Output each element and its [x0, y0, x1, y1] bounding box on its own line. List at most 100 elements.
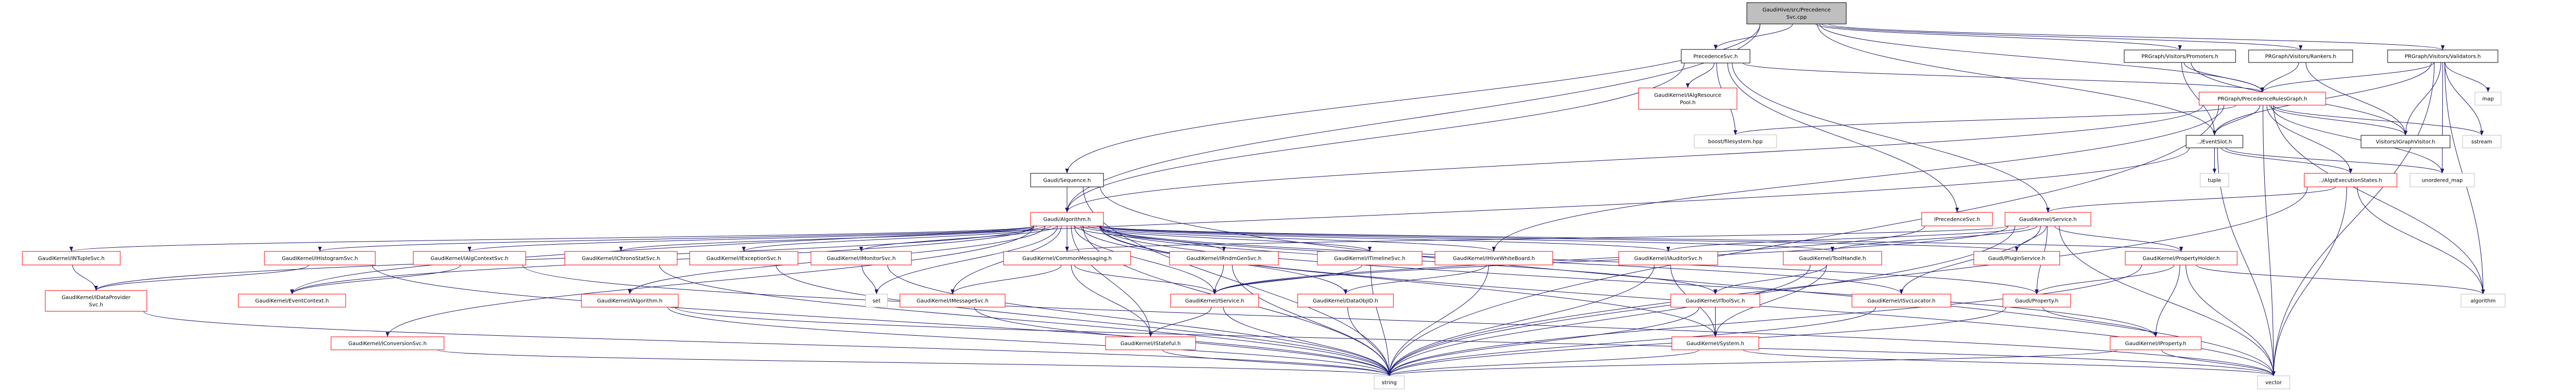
- node-intuplesvc[interactable]: GaudiKernel/INTupleSvc.h: [22, 251, 121, 265]
- node-iproperty[interactable]: GaudiKernel/IProperty.h: [2110, 336, 2202, 350]
- node-itimeline[interactable]: GaudiKernel/ITimelineSvc.h: [1317, 251, 1423, 265]
- node-label: GaudiKernel/IAuditorSvc.h: [1634, 256, 1703, 262]
- node-iprecsvc[interactable]: IPrecedenceSvc.h: [1921, 212, 1993, 226]
- node-box: [1003, 251, 1131, 265]
- node-label: Gaudi/Property.h: [2015, 298, 2058, 304]
- node-property[interactable]: Gaudi/Property.h: [2002, 294, 2071, 308]
- node-irndm[interactable]: GaudiKernel/IRndmGenSvc.h: [1169, 251, 1279, 265]
- edge-itimeline-to-iservice: [1213, 264, 1363, 295]
- node-system[interactable]: GaudiKernel/System.h: [1671, 336, 1759, 350]
- node-itoolsvc[interactable]: GaudiKernel/IToolSvc.h: [1670, 294, 1760, 308]
- node-box: [1671, 336, 1759, 350]
- node-label: sstream: [2471, 140, 2492, 145]
- node-toolhandle[interactable]: GaudiKernel/ToolHandle.h: [1783, 251, 1882, 265]
- edge-imonitor-to-set: [861, 264, 879, 295]
- node-label: GaudiKernel/CommonMessaging.h: [1022, 256, 1112, 262]
- node-dataobjid[interactable]: GaudiKernel/DataObjID.h: [1297, 294, 1394, 308]
- node-eventslot[interactable]: ../EventSlot.h: [2186, 135, 2243, 148]
- node-iauditor[interactable]: GaudiKernel/IAuditorSvc.h: [1618, 251, 1718, 265]
- edge-algorithm-h-to-istateful: [1071, 225, 1153, 337]
- node-box: [1783, 251, 1882, 265]
- node-box: [1317, 251, 1423, 265]
- node-label: PRGraph/Visitors/Promoters.h: [2141, 54, 2218, 60]
- edge-prgraph-to-sstream: [2273, 105, 2484, 136]
- node-ialgctx[interactable]: GaudiKernel/IAlgContextSvc.h: [413, 251, 526, 265]
- node-ialgorithm[interactable]: GaudiKernel/IAlgorithm.h: [581, 294, 679, 308]
- node-label: GaudiKernel/System.h: [1686, 341, 1744, 347]
- node-iconversion[interactable]: GaudiKernel/IConversionSvc.h: [331, 336, 445, 350]
- node-algpool[interactable]: GaudiKernel/IAlgResource Pool.h: [1638, 87, 1737, 110]
- edge-iexception-to-string: [776, 264, 1391, 376]
- node-validators[interactable]: PRGraph/Visitors/Validators.h: [2387, 49, 2498, 63]
- edge-ihivewb-to-dataobjid: [1343, 264, 1487, 295]
- node-label: GaudiKernel/IAlgorithm.h: [597, 298, 663, 304]
- node-ihivewb[interactable]: GaudiKernel/IHiveWhiteBoard.h: [1435, 251, 1553, 265]
- node-label: string: [1382, 380, 1397, 386]
- node-root[interactable]: GaudiHive/src/Precedence Svc.cpp: [1746, 2, 1847, 24]
- node-algsexec[interactable]: ../AlgsExecutionStates.h: [2304, 173, 2397, 187]
- node-ichrono[interactable]: GaudiKernel/IChronoStatSvc.h: [564, 251, 678, 265]
- node-label: PRGraph/Visitors/Validators.h: [2405, 54, 2481, 60]
- node-commonmsg[interactable]: GaudiKernel/CommonMessaging.h: [1003, 251, 1131, 265]
- node-box: [2257, 375, 2290, 389]
- node-box: [1169, 251, 1279, 265]
- node-imonitor[interactable]: GaudiKernel/IMonitorSvc.h: [810, 251, 912, 265]
- edge-idataprov-to-string: [143, 311, 1391, 376]
- edge-prgraph-to-unordered-map: [2271, 105, 2444, 174]
- node-label: GaudiKernel/IExceptionSvc.h: [706, 256, 781, 262]
- node-label: GaudiKernel/IHiveWhiteBoard.h: [1453, 256, 1534, 262]
- edge-algorithm-h-to-intuplesvc: [70, 225, 1034, 252]
- node-promoters[interactable]: PRGraph/Visitors/Promoters.h: [2124, 49, 2236, 63]
- node-imessage[interactable]: GaudiKernel/IMessageSvc.h: [899, 294, 1006, 308]
- node-box: [1694, 134, 1777, 148]
- edge-root-to-eventslot: [1817, 23, 2217, 136]
- edge-ialgorithm-to-string: [667, 307, 1391, 376]
- edge-iproperty-to-vector: [2161, 349, 2276, 376]
- node-iexception[interactable]: GaudiKernel/IExceptionSvc.h: [689, 251, 798, 265]
- edge-istateful-to-string: [1162, 349, 1391, 376]
- edge-service-to-propholder: [2054, 225, 2184, 252]
- node-label: GaudiKernel/IConversionSvc.h: [348, 341, 426, 347]
- edge-algsexec-to-service: [2046, 186, 2336, 213]
- node-istateful[interactable]: GaudiKernel/IStateful.h: [1105, 336, 1196, 350]
- edge-system-to-string: [1387, 349, 1699, 376]
- node-sequence[interactable]: Gaudi/Sequence.h: [1030, 173, 1104, 187]
- node-iservice[interactable]: GaudiKernel/IService.h: [1170, 294, 1259, 308]
- node-precsvc[interactable]: PrecedenceSvc.h: [1681, 49, 1750, 64]
- node-rankers[interactable]: PRGraph/Visitors/Rankers.h: [2248, 49, 2353, 63]
- edge-toolhandle-to-string: [1387, 264, 1811, 376]
- node-ihistosvc[interactable]: GaudiKernel/IHistogramSvc.h: [264, 251, 376, 265]
- node-pluginservice[interactable]: Gaudi/PluginService.h: [1973, 251, 2060, 265]
- node-label: PRGraph/PrecedenceRulesGraph.h: [2217, 96, 2307, 102]
- node-label: set: [872, 298, 880, 304]
- node-label: IPrecedenceSvc.h: [1934, 217, 1980, 223]
- node-label: GaudiHive/src/Precedence: [1762, 7, 1831, 13]
- edge-precsvc-to-service: [1732, 62, 2050, 213]
- node-label: Gaudi/PluginService.h: [1988, 256, 2046, 262]
- edge-prgraph-to-algorithm-h: [1065, 105, 2203, 213]
- node-igraphvisitor[interactable]: Visitors/IGraphVisitor.h: [2361, 135, 2451, 148]
- edge-service-to-vector: [2059, 225, 2276, 376]
- node-box: [2004, 212, 2091, 226]
- node-string: string: [1374, 375, 1405, 389]
- node-eventctx[interactable]: GaudiKernel/EventContext.h: [238, 294, 346, 308]
- edge-iconversion-to-string: [437, 349, 1391, 376]
- node-algorithm-h[interactable]: Gaudi/Algorithm.h: [1030, 212, 1104, 226]
- node-label: GaudiKernel/IAlgContextSvc.h: [430, 256, 509, 262]
- node-box: [1618, 251, 1718, 265]
- edge-itoolsvc-to-string: [1387, 307, 1699, 376]
- node-box: [1921, 212, 1993, 226]
- edge-ialgorithm-to-vector: [675, 307, 2276, 376]
- node-prgraph[interactable]: PRGraph/PrecedenceRulesGraph.h: [2199, 92, 2326, 106]
- node-isvclocator[interactable]: GaudiKernel/ISvcLocator.h: [1851, 294, 1951, 308]
- edge-irndm-to-iservice: [1212, 264, 1224, 295]
- node-label: PRGraph/Visitors/Rankers.h: [2265, 54, 2337, 60]
- edge-rankers-to-prgraph: [2260, 62, 2299, 93]
- node-service[interactable]: GaudiKernel/Service.h: [2004, 212, 2091, 226]
- node-propholder[interactable]: GaudiKernel/PropertyHolder.h: [2125, 251, 2238, 265]
- edge-ihivewb-to-string: [1387, 264, 1489, 376]
- node-label: map: [2482, 96, 2494, 102]
- node-label: GaudiKernel/IMonitorSvc.h: [827, 256, 895, 262]
- node-box: [1105, 336, 1196, 350]
